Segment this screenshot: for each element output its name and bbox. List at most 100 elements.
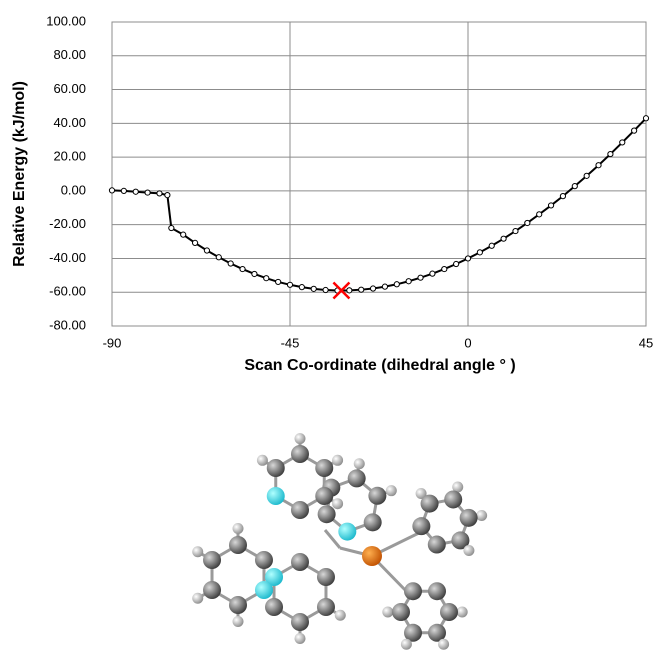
atom (438, 639, 449, 650)
atom (291, 553, 309, 571)
y-axis-title: Relative Energy (kJ/mol) (11, 81, 28, 267)
atom (348, 469, 366, 487)
y-tick-label: 20.00 (53, 149, 86, 164)
data-point (181, 232, 186, 237)
data-point (584, 173, 589, 178)
data-point (264, 276, 269, 281)
y-tick-label: 100.00 (46, 13, 86, 28)
data-point (347, 288, 352, 293)
data-point (489, 243, 494, 248)
atom (291, 445, 309, 463)
atom (332, 455, 343, 466)
data-point (169, 225, 174, 230)
x-tick-label: -90 (103, 335, 122, 350)
atom (364, 513, 382, 531)
atom (444, 490, 462, 508)
atom (291, 501, 309, 519)
atom (192, 546, 203, 557)
atom (295, 433, 306, 444)
data-point (465, 256, 470, 261)
data-point (109, 188, 114, 193)
atom (295, 633, 306, 644)
atom (338, 523, 356, 541)
data-point (560, 194, 565, 199)
y-tick-label: 60.00 (53, 81, 86, 96)
data-point (204, 248, 209, 253)
atom (315, 487, 333, 505)
data-point (216, 255, 221, 260)
atom (192, 593, 203, 604)
data-point (370, 286, 375, 291)
x-axis-title: Scan Co-ordinate (dihedral angle ° ) (244, 357, 515, 374)
atom (267, 459, 285, 477)
data-point (240, 266, 245, 271)
atom (255, 551, 273, 569)
data-point (145, 190, 150, 195)
atom (332, 498, 343, 509)
atom (404, 582, 422, 600)
atom (428, 582, 446, 600)
data-point (157, 191, 162, 196)
atom (335, 610, 346, 621)
atom (233, 523, 244, 534)
atom (412, 517, 430, 535)
atom (255, 581, 273, 599)
data-point (406, 279, 411, 284)
data-point (632, 128, 637, 133)
series-line (112, 118, 646, 290)
atom (315, 459, 333, 477)
data-point (228, 261, 233, 266)
data-point (299, 285, 304, 290)
data-point (477, 250, 482, 255)
atom (291, 613, 309, 631)
x-tick-label: 0 (464, 335, 471, 350)
x-tick-label: 45 (639, 335, 653, 350)
bond (325, 530, 340, 548)
molecule-image (192, 433, 487, 650)
atom (463, 545, 474, 556)
atom (317, 568, 335, 586)
x-tick-label: -45 (281, 335, 300, 350)
data-point (418, 275, 423, 280)
data-point (596, 163, 601, 168)
data-point (382, 284, 387, 289)
data-point (394, 282, 399, 287)
atom (440, 603, 458, 621)
atom (401, 639, 412, 650)
data-point (359, 287, 364, 292)
atom (318, 505, 336, 523)
page: {"chart_data": {"type": "line", "x_label… (0, 0, 654, 658)
data-point (572, 184, 577, 189)
atom (382, 607, 393, 618)
data-point (287, 282, 292, 287)
y-tick-label: 80.00 (53, 47, 86, 62)
data-point (323, 287, 328, 292)
data-point (311, 286, 316, 291)
atom (203, 551, 221, 569)
data-point (548, 203, 553, 208)
data-point (192, 240, 197, 245)
atom (265, 598, 283, 616)
atom (392, 603, 410, 621)
atom (457, 607, 468, 618)
atom (460, 509, 478, 527)
data-point (430, 271, 435, 276)
data-point (513, 228, 518, 233)
atom (257, 455, 268, 466)
y-tick-label: -40.00 (49, 250, 86, 265)
data-point (442, 266, 447, 271)
atom (317, 598, 335, 616)
atom (476, 510, 487, 521)
y-tick-label: -80.00 (49, 317, 86, 332)
atom (229, 596, 247, 614)
y-tick-label: -60.00 (49, 284, 86, 299)
atom (229, 536, 247, 554)
atom (386, 485, 397, 496)
figure: Scan Co-ordinate (dihedral angle ° ) Rel… (0, 0, 654, 658)
data-point (133, 189, 138, 194)
data-point (454, 261, 459, 266)
atom (428, 536, 446, 554)
atom (421, 495, 439, 513)
data-point (276, 279, 281, 284)
data-point (121, 188, 126, 193)
